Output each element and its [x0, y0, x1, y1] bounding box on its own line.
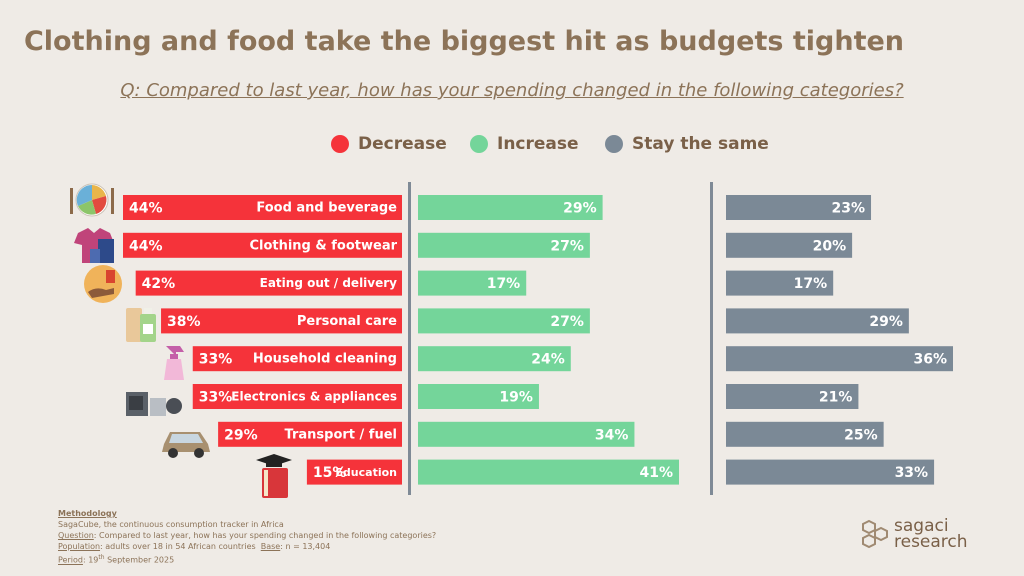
category-label: Household cleaning	[253, 352, 397, 367]
bar-increase	[418, 308, 590, 334]
methodology-line: SagaCube, the continuous consumption tra…	[58, 520, 284, 529]
spray-bottle-icon	[164, 346, 184, 380]
methodology-heading: Methodology	[58, 509, 117, 518]
value-label-increase: 27%	[550, 238, 584, 254]
bar-decrease	[135, 270, 402, 296]
chart-title: Clothing and food take the biggest hit a…	[23, 26, 905, 57]
legend-swatch-decrease	[331, 135, 349, 153]
legend-label: Increase	[497, 134, 579, 154]
value-label-stay-same: 20%	[813, 238, 847, 254]
methodology-period-rest: September 2025	[104, 555, 175, 565]
bar-increase	[418, 384, 539, 409]
legend-item-stay-same[interactable]: Stay the same	[605, 132, 769, 156]
methodology-note: Methodology SagaCube, the continuous con…	[58, 508, 436, 566]
category-label: Personal care	[297, 314, 397, 329]
value-label-decrease: 44%	[129, 238, 163, 254]
column-divider-left	[408, 182, 411, 495]
methodology-base-text: : n = 13,404	[280, 542, 331, 551]
bar-decrease	[123, 195, 402, 220]
value-label-decrease: 42%	[142, 276, 176, 292]
legend-label: Decrease	[358, 134, 447, 154]
methodology-question-text: : Compared to last year, how has your sp…	[93, 531, 437, 540]
hexagon-logo-icon	[862, 519, 888, 549]
value-label-increase: 19%	[499, 390, 533, 406]
value-label-increase: 34%	[595, 427, 629, 443]
bar-decrease	[123, 232, 402, 258]
legend-swatch-stay-same	[605, 135, 623, 153]
value-label-increase: 29%	[563, 201, 597, 217]
methodology-question-key: Question	[58, 531, 94, 540]
bar-stay-same	[726, 421, 884, 447]
value-label-increase: 17%	[487, 276, 521, 292]
bar-increase	[418, 195, 603, 220]
legend-label: Stay the same	[632, 134, 769, 154]
methodology-period-day: : 19	[82, 555, 99, 565]
value-label-decrease: 38%	[167, 314, 201, 330]
value-label-increase: 27%	[550, 314, 584, 330]
methodology-base-key: Base	[260, 542, 281, 551]
bar-increase	[418, 270, 527, 296]
delivery-icon	[84, 265, 122, 303]
value-label-stay-same: 17%	[794, 276, 828, 292]
value-label-stay-same: 33%	[895, 465, 929, 481]
bar-stay-same	[726, 195, 872, 220]
category-label: Transport / fuel	[285, 427, 397, 442]
category-label: Food and beverage	[256, 201, 397, 216]
bar-stay-same	[726, 459, 935, 485]
legend: Decrease Increase Stay the same	[0, 132, 1024, 156]
category-label: Eating out / delivery	[260, 276, 398, 290]
graduation-book-icon	[256, 454, 292, 498]
category-label: Education	[335, 466, 397, 479]
legend-swatch-increase	[470, 135, 488, 153]
value-label-stay-same: 29%	[869, 314, 903, 330]
column-divider-right	[710, 182, 713, 495]
bar-stay-same	[726, 384, 859, 409]
brand-logo: sagaci research	[862, 516, 968, 552]
value-label-decrease: 33%	[199, 352, 233, 368]
value-label-stay-same: 25%	[844, 427, 878, 443]
methodology-population-text: : adults over 18 in 54 African countries	[100, 542, 256, 551]
bar-increase	[418, 459, 679, 485]
value-label-decrease: 29%	[224, 427, 258, 443]
bar-increase	[418, 346, 571, 372]
bar-decrease	[161, 308, 402, 334]
bar-stay-same	[726, 308, 909, 334]
car-icon	[162, 432, 210, 458]
bar-decrease	[192, 384, 402, 409]
bar-stay-same	[726, 346, 953, 372]
lotion-icon	[126, 308, 156, 342]
methodology-population-key: Population	[58, 542, 101, 551]
legend-item-increase[interactable]: Increase	[470, 132, 579, 156]
shirt-icon	[74, 228, 114, 263]
value-label-stay-same: 21%	[819, 390, 853, 406]
legend-item-decrease[interactable]: Decrease	[331, 132, 447, 156]
bar-increase	[418, 232, 590, 258]
bar-decrease	[306, 459, 402, 485]
value-label-increase: 41%	[639, 465, 673, 481]
appliances-icon	[126, 392, 182, 416]
brand-name: sagaci	[894, 516, 949, 536]
value-label-decrease: 44%	[129, 201, 163, 217]
bar-stay-same	[726, 270, 834, 296]
bar-decrease	[192, 346, 402, 372]
value-label-stay-same: 36%	[913, 352, 947, 368]
value-label-stay-same: 23%	[832, 201, 866, 217]
plate-icon	[70, 183, 114, 217]
methodology-period-key: Period	[58, 555, 83, 565]
value-label-decrease: 33%	[199, 390, 233, 406]
question-subtitle: Q: Compared to last year, how has your s…	[120, 80, 904, 101]
value-label-decrease: 15%	[313, 465, 347, 481]
bar-stay-same	[726, 232, 853, 258]
category-label: Clothing & footwear	[249, 238, 397, 253]
methodology-period-sup: th	[98, 554, 105, 561]
bar-decrease	[218, 421, 402, 447]
brand-subname: research	[894, 532, 968, 552]
category-label: Electronics & appliances	[231, 390, 397, 404]
value-label-increase: 24%	[531, 352, 565, 368]
bar-increase	[418, 421, 635, 447]
